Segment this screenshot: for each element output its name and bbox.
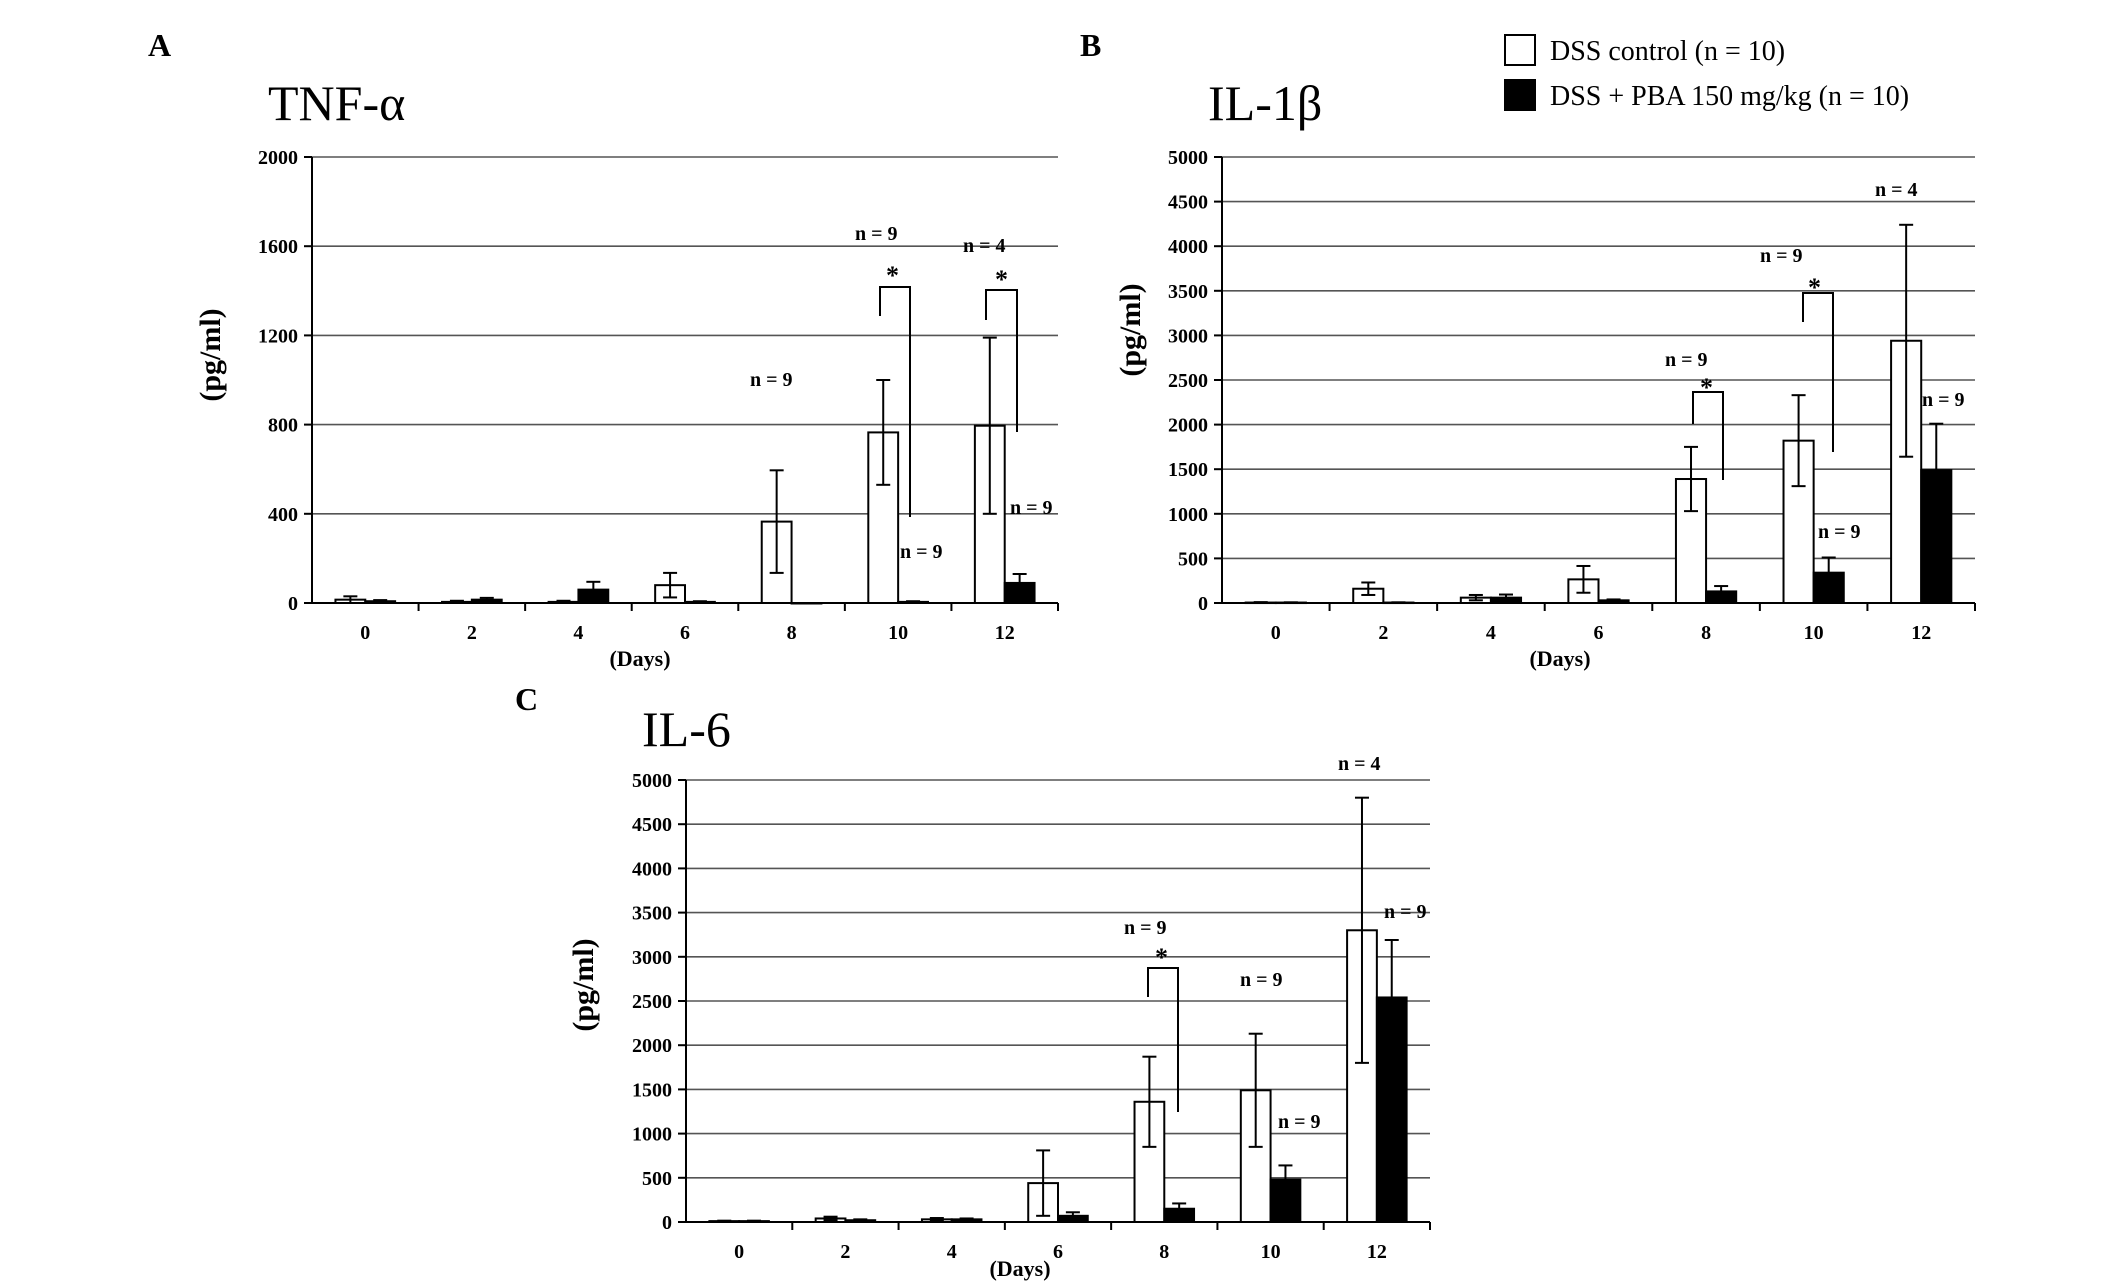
panel-c-annotation: n = 9 <box>1240 969 1283 991</box>
panel-c-xtick-label: 12 <box>1367 1241 1387 1263</box>
panel-b-title: IL-1β <box>1208 75 1322 131</box>
panel-b-xtick-label: 4 <box>1486 622 1496 644</box>
panel-a-xtick-label: 8 <box>787 622 797 644</box>
panel-c-title: IL-6 <box>642 701 731 757</box>
panel-a-xtick-label: 0 <box>360 622 370 644</box>
panel-c-annotation: n = 9 <box>1278 1111 1321 1133</box>
panel-c-ytick-label: 5000 <box>632 770 672 792</box>
panel-b-ytick-label: 4500 <box>1168 192 1208 214</box>
panel-b-ytick-label: 0 <box>1198 593 1208 615</box>
panel-b-annotation: n = 4 <box>1875 179 1918 201</box>
panel-a-annotation: n = 9 <box>1010 497 1053 519</box>
panel-b-significance-star: * <box>1700 373 1713 402</box>
panel-c-xtick-label: 6 <box>1053 1241 1063 1263</box>
panel-b-annotation: n = 9 <box>1760 245 1803 267</box>
panel-c-xtick-label: 2 <box>840 1241 850 1263</box>
panel-c-ytick-label: 1000 <box>632 1124 672 1146</box>
panel-a-xtick-label: 2 <box>467 622 477 644</box>
panel-c-ytick-label: 0 <box>662 1212 672 1234</box>
panel-a-xtick-label: 6 <box>680 622 690 644</box>
panel-a-ytick-label: 400 <box>268 504 298 526</box>
panel-c-xtick-label: 10 <box>1261 1241 1281 1263</box>
panel-b-significance-star: * <box>1808 273 1821 302</box>
panel-a-xtick-label: 12 <box>995 622 1015 644</box>
panel-a-ylabel: (pg/ml) <box>194 308 227 401</box>
panel-c-plot: 0 500 1000 1500 2000 2500 3000 3500 4000 4500 5000… <box>632 770 1431 1263</box>
panel-c-xtick-label: 0 <box>734 1241 744 1263</box>
panel-b-ytick-label: 3000 <box>1168 325 1208 347</box>
panel-c-ytick-label: 2500 <box>632 991 672 1013</box>
panel-b-annotation: n = 9 <box>1818 521 1861 543</box>
panel-c-bracket <box>1147 967 1179 1112</box>
panel-c-xlabel: (Days) <box>989 1256 1050 1281</box>
panel-c-ylabel-text: (pg/ml) <box>567 938 600 1031</box>
panel-a-title: TNF-α <box>268 75 405 131</box>
panel-c-ytick-label: 1500 <box>632 1079 672 1101</box>
panel-a-significance-star: * <box>886 261 899 290</box>
panel-c-annotation: n = 4 <box>1338 753 1381 775</box>
panel-c-ytick-label: 3000 <box>632 947 672 969</box>
panel-c-significance-star: * <box>1155 943 1168 972</box>
panel-a-bracket <box>985 289 1018 432</box>
panel-a-annotation: n = 9 <box>855 223 898 245</box>
legend-label-pba: DSS + PBA 150 mg/kg (n = 10) <box>1550 81 1909 112</box>
panel-a-annotation: n = 4 <box>963 235 1006 257</box>
panel-b-ytick-label: 1000 <box>1168 504 1208 526</box>
panel-c-annotation: n = 9 <box>1384 901 1427 923</box>
panel-b-ytick-label: 4000 <box>1168 236 1208 258</box>
panel-a-ytick-label: 1200 <box>258 325 298 347</box>
panel-a-xtick-label: 10 <box>888 622 908 644</box>
panel-c-ytick-label: 4500 <box>632 814 672 836</box>
panel-a-ytick-label: 800 <box>268 415 298 437</box>
legend-swatch-pba <box>1504 79 1536 111</box>
panel-b-plot: 0 500 1000 1500 2000 2500 3000 3500 4000 4500 5000… <box>1168 147 1976 644</box>
panel-b-ytick-label: 1500 <box>1168 459 1208 481</box>
legend-swatch-control <box>1504 34 1536 66</box>
panel-b-annotation: n = 9 <box>1922 389 1965 411</box>
panel-c-ytick-label: 3500 <box>632 903 672 925</box>
panel-b-ylabel: (pg/ml) <box>1114 283 1147 376</box>
panel-b-xtick-label: 12 <box>1911 622 1931 644</box>
panel-a-plot: 0 400 800 1200 1600 2000 0 2 4 6 8 10 12 <box>258 147 1059 644</box>
panel-a-bracket <box>879 286 911 517</box>
panel-b-xtick-label: 2 <box>1378 622 1388 644</box>
panel-c-ytick-label: 4000 <box>632 858 672 880</box>
panel-a-significance-star: * <box>995 265 1008 294</box>
panel-b-xtick-label: 6 <box>1594 622 1604 644</box>
panel-b-ytick-label: 5000 <box>1168 147 1208 169</box>
panel-c-annotation: n = 9 <box>1124 917 1167 939</box>
panel-b-xlabel: (Days) <box>1529 646 1590 671</box>
panel-b-bracket <box>1802 292 1834 452</box>
panel-b-ytick-label: 3500 <box>1168 281 1208 303</box>
panel-c-xtick-label: 8 <box>1159 1241 1169 1263</box>
panel-a-annotation: n = 9 <box>900 541 943 563</box>
panel-c-letter: C <box>515 681 538 717</box>
panel-a-ytick-label: 0 <box>288 593 298 615</box>
panel-b-xtick-label: 10 <box>1804 622 1824 644</box>
panel-a-xlabel: (Days) <box>609 646 670 671</box>
panel-b-annotation: n = 9 <box>1665 349 1708 371</box>
panel-c-ytick-label: 500 <box>642 1168 672 1190</box>
panel-b-xtick-label: 0 <box>1271 622 1281 644</box>
panel-a-ytick-label: 1600 <box>258 236 298 258</box>
panel-b-ytick-label: 2500 <box>1168 370 1208 392</box>
legend-label-control: DSS control (n = 10) <box>1550 36 1785 67</box>
panel-a-ytick-label: 2000 <box>258 147 298 169</box>
panel-b-ytick-label: 2000 <box>1168 415 1208 437</box>
panel-a-xtick-label: 4 <box>573 622 583 644</box>
panel-b-xtick-label: 8 <box>1701 622 1711 644</box>
panel-a-letter: A <box>148 27 171 63</box>
panel-c-ytick-label: 2000 <box>632 1035 672 1057</box>
panel-b-ytick-label: 500 <box>1178 548 1208 570</box>
panel-b-bracket <box>1692 391 1724 480</box>
panel-a-bar-pba <box>790 602 823 605</box>
panel-c-xtick-label: 4 <box>947 1241 957 1263</box>
panel-a-annotation: n = 9 <box>750 369 793 391</box>
panel-b-letter: B <box>1080 27 1101 63</box>
